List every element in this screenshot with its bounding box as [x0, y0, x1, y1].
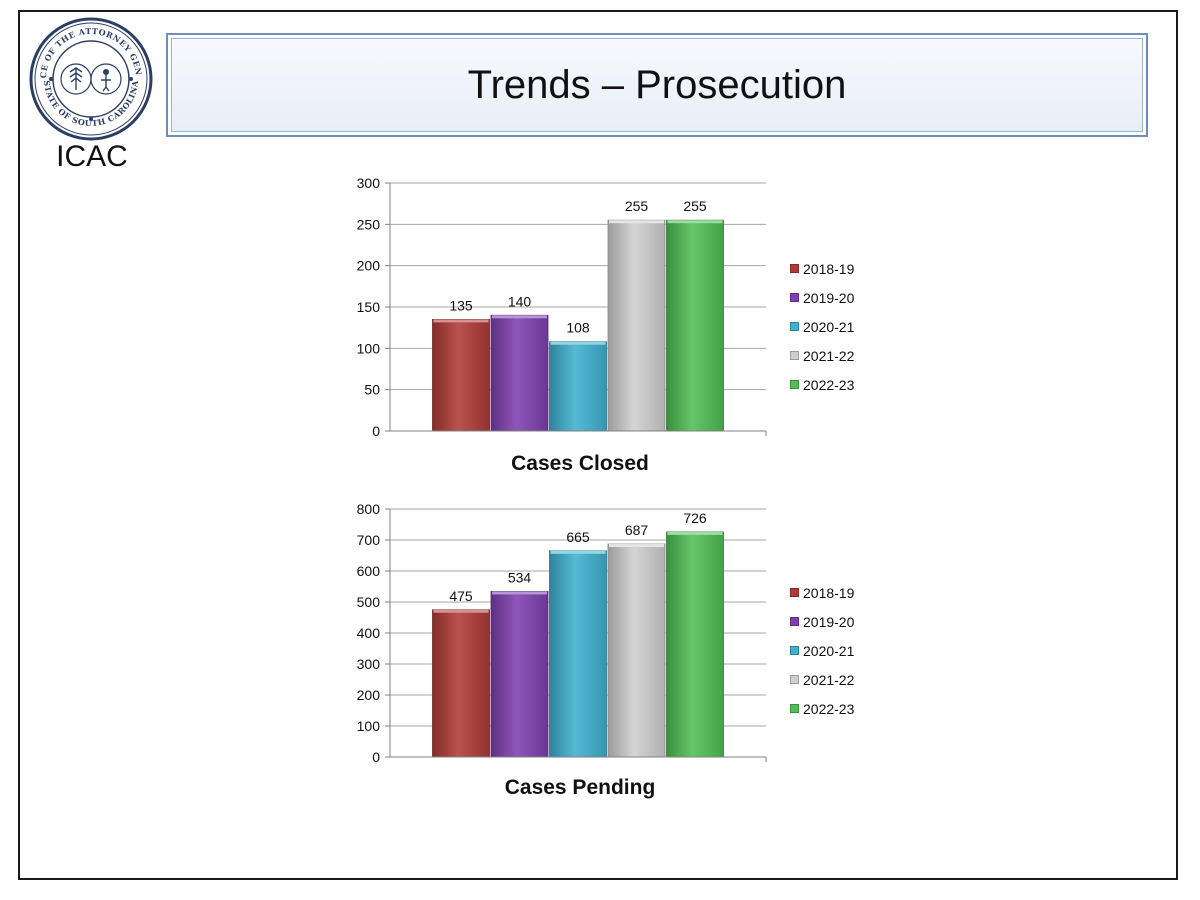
legend-item: 2021-22: [790, 341, 854, 370]
legend-item: 2020-21: [790, 312, 854, 341]
legend-item: 2018-19: [790, 578, 854, 607]
data-label: 135: [449, 297, 473, 313]
y-tick-label: 0: [372, 749, 380, 765]
legend-swatch: [790, 675, 799, 684]
legend-label: 2022-23: [803, 376, 855, 393]
y-tick-label: 300: [357, 656, 381, 672]
cases-pending-chart: 0 100 200 300 400 500 600 700 800 475 534 665 687 726…: [320, 494, 880, 804]
bar-top-highlight: [550, 550, 606, 554]
bar-2021-22: [607, 543, 666, 758]
legend-swatch: [790, 617, 799, 626]
legend-item: 2019-20: [790, 607, 854, 636]
bar-2020-21: [549, 341, 607, 432]
legend-label: 2021-22: [803, 671, 855, 688]
legend-item: 2020-21: [790, 636, 854, 665]
title-banner-inner: Trends – Prosecution: [171, 38, 1143, 132]
bar-2018-19: [432, 318, 490, 432]
title-banner: Trends – Prosecution: [166, 33, 1148, 137]
y-tick-label: 100: [357, 340, 381, 356]
page-title: Trends – Prosecution: [467, 62, 847, 107]
cases-closed-plot: 0 50 100 150 200 250 300 135 140 108 255 255: [357, 175, 767, 439]
bar-2021-22: [607, 219, 666, 432]
bar-2022-23: [666, 531, 724, 758]
legend-swatch: [790, 704, 799, 713]
legend-label: 2018-19: [803, 584, 855, 601]
y-tick-label: 150: [357, 299, 381, 315]
bar-2022-23: [666, 219, 724, 432]
legend-label: 2021-22: [803, 347, 855, 364]
y-tick-label: 700: [357, 532, 381, 548]
legend-swatch: [790, 646, 799, 655]
legend-item: 2018-19: [790, 254, 854, 283]
cases-closed-legend: 2018-19 2019-20 2020-21 2021-22 2022-23: [790, 254, 854, 399]
legend-swatch: [790, 264, 799, 273]
legend-label: 2019-20: [803, 289, 855, 306]
bar-top-highlight: [667, 531, 723, 535]
legend-swatch: [790, 588, 799, 597]
bar-2019-20: [490, 314, 549, 432]
state-seal-logo: OFFICE OF THE ATTORNEY GENERAL STATE OF …: [28, 16, 154, 142]
y-tick-label: 400: [357, 625, 381, 641]
legend-label: 2020-21: [803, 642, 855, 659]
y-tick-label: 600: [357, 563, 381, 579]
legend-swatch: [790, 322, 799, 331]
legend-label: 2018-19: [803, 260, 855, 277]
y-tick-label: 250: [357, 216, 381, 232]
data-label: 255: [683, 198, 707, 214]
seal-emblem: OFFICE OF THE ATTORNEY GENERAL STATE OF …: [28, 16, 153, 141]
bar-top-highlight: [609, 220, 664, 224]
y-tick-label: 200: [357, 687, 381, 703]
bar-top-highlight: [609, 544, 664, 548]
bar-top-highlight: [433, 319, 489, 323]
bar-top-highlight: [492, 591, 547, 595]
legend-swatch: [790, 380, 799, 389]
data-label: 475: [449, 588, 473, 604]
y-tick-label: 0: [372, 423, 380, 439]
legend-item: 2021-22: [790, 665, 854, 694]
bar-top-highlight: [492, 315, 547, 319]
legend-label: 2019-20: [803, 613, 855, 630]
cases-pending-plot: 0 100 200 300 400 500 600 700 800 475 534 665 687 726: [357, 501, 767, 765]
legend-swatch: [790, 351, 799, 360]
legend-item: 2019-20: [790, 283, 854, 312]
org-label: ICAC: [56, 140, 128, 173]
legend-label: 2020-21: [803, 318, 855, 335]
legend-item: 2022-23: [790, 370, 854, 399]
cases-closed-chart-title: Cases Closed: [511, 452, 649, 475]
y-tick-label: 300: [357, 175, 381, 191]
bar-2018-19: [432, 609, 490, 758]
cases-closed-chart: 0 50 100 150 200 250 300 135 140 108 255 255 Cases …: [320, 168, 880, 478]
data-label: 108: [566, 320, 590, 336]
y-tick-label: 200: [357, 258, 381, 274]
data-label: 255: [625, 198, 649, 214]
y-tick-label: 500: [357, 594, 381, 610]
y-tick-label: 50: [364, 382, 380, 398]
bar-top-highlight: [433, 609, 489, 613]
legend-swatch: [790, 293, 799, 302]
data-label: 140: [508, 293, 532, 309]
legend-label: 2022-23: [803, 700, 855, 717]
data-label: 534: [508, 569, 532, 585]
bar-top-highlight: [550, 341, 606, 345]
cases-pending-legend: 2018-19 2019-20 2020-21 2021-22 2022-23: [790, 578, 854, 723]
cases-pending-chart-title: Cases Pending: [504, 776, 656, 799]
data-label: 726: [683, 510, 707, 526]
y-tick-label: 800: [357, 501, 381, 517]
y-tick-label: 100: [357, 718, 381, 734]
bar-2019-20: [490, 591, 549, 758]
legend-item: 2022-23: [790, 694, 854, 723]
data-label: 687: [625, 522, 649, 538]
data-label: 665: [566, 529, 590, 545]
bar-2020-21: [549, 550, 607, 758]
bar-top-highlight: [667, 220, 723, 224]
